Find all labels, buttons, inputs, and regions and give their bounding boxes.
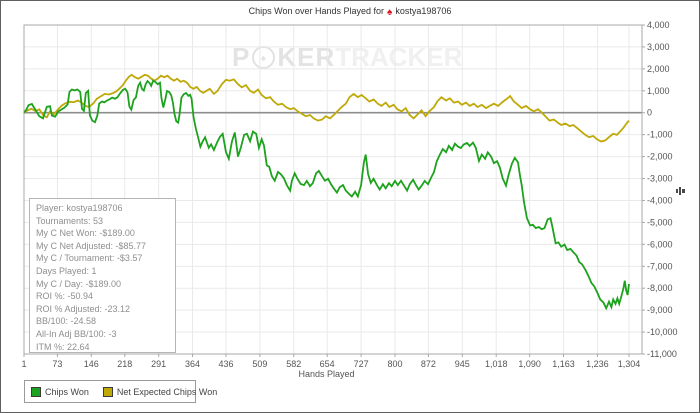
x-tick-label: 1 [21,359,26,369]
y-tick-label: -7,000 [647,261,673,271]
stat-line: My C / Tournament: -$3.57 [36,253,143,264]
stat-line: ROI % Adjusted: -23.12 [36,303,131,314]
x-tick-label: 1,236 [586,359,609,369]
series-chips-won [23,79,630,311]
legend-item: Chips Won [31,386,89,397]
chart-title-prefix: Chips Won over Hands Played for [248,6,385,16]
x-tick-label: 1,018 [485,359,508,369]
y-tick-label: -6,000 [647,239,673,249]
stat-line: Tournaments: 53 [36,215,104,226]
y-tick-label: -4,000 [647,195,673,205]
y-tick-label: -8,000 [647,283,673,293]
x-tick-label: 364 [185,359,200,369]
watermark-text-p: P [232,42,251,72]
legend-swatch [31,386,41,397]
x-tick-label: 73 [52,359,62,369]
x-tick-label: 727 [354,359,369,369]
stat-line: Days Played: 1 [36,265,97,276]
stat-line: My C Net Adjusted: -$85.77 [36,240,147,251]
x-tick-label: 436 [218,359,233,369]
x-tick-label: 291 [151,359,166,369]
stat-line: ROI %: -50.94 [36,291,94,302]
stat-line: My C Net Won: -$189.00 [36,228,135,239]
x-tick-label: 800 [387,359,402,369]
legend-label: Net Expected Chips Won [116,386,218,397]
plot-border [23,24,643,355]
pokerstars-spade-icon: ♠ [387,7,393,18]
x-tick-label: 654 [320,359,335,369]
x-axis-title: Hands Played [298,369,355,379]
y-tick-label: 4,000 [647,20,670,30]
chips-axis-icon [676,187,686,195]
stat-line: ITM %: 22.64 [36,341,90,352]
stat-line: My C / Day: -$189.00 [36,278,122,289]
y-tick-label: 3,000 [647,42,670,52]
x-tick-label: 945 [455,359,470,369]
chart-title: Chips Won over Hands Played for ♠ kostya19… [1,6,699,18]
x-tick-label: 1,090 [518,359,541,369]
stat-line: All-In Adj BB/100: -3 [36,328,117,339]
y-tick-label: 2,000 [647,64,670,74]
x-tick-label: 146 [84,359,99,369]
y-tick-label: -1,000 [647,130,673,140]
legend-item: Net Expected Chips Won [102,386,218,397]
x-tick-label: 218 [117,359,132,369]
series-net-expected-chips-won [23,73,630,143]
y-tick-label: 1,000 [647,86,670,96]
legend: Chips Won Net Expected Chips Won [24,380,217,403]
y-tick-label: 0 [647,108,652,118]
y-tick-label: -3,000 [647,174,673,184]
x-tick-label: 1,304 [618,359,641,369]
legend-swatch [102,386,113,397]
stats-panel: Player: kostya198706 Tournaments: 53 My C … [29,198,176,353]
y-tick-label: -5,000 [647,217,673,227]
x-tick-label: 1,163 [552,359,575,369]
stat-line: BB/100: -24.58 [36,316,97,327]
y-tick-label: -2,000 [647,152,673,162]
y-tick-label: -9,000 [647,305,673,315]
x-tick-label: 582 [286,359,301,369]
legend-label: Chips Won [45,386,89,397]
x-tick-label: 872 [421,359,436,369]
y-tick-label: -10,000 [647,327,678,337]
chart-title-player: kostya198706 [395,6,452,16]
stat-line: Player: kostya198706 [36,203,123,213]
y-tick-label: -11,000 [647,349,677,359]
x-tick-label: 509 [252,359,267,369]
